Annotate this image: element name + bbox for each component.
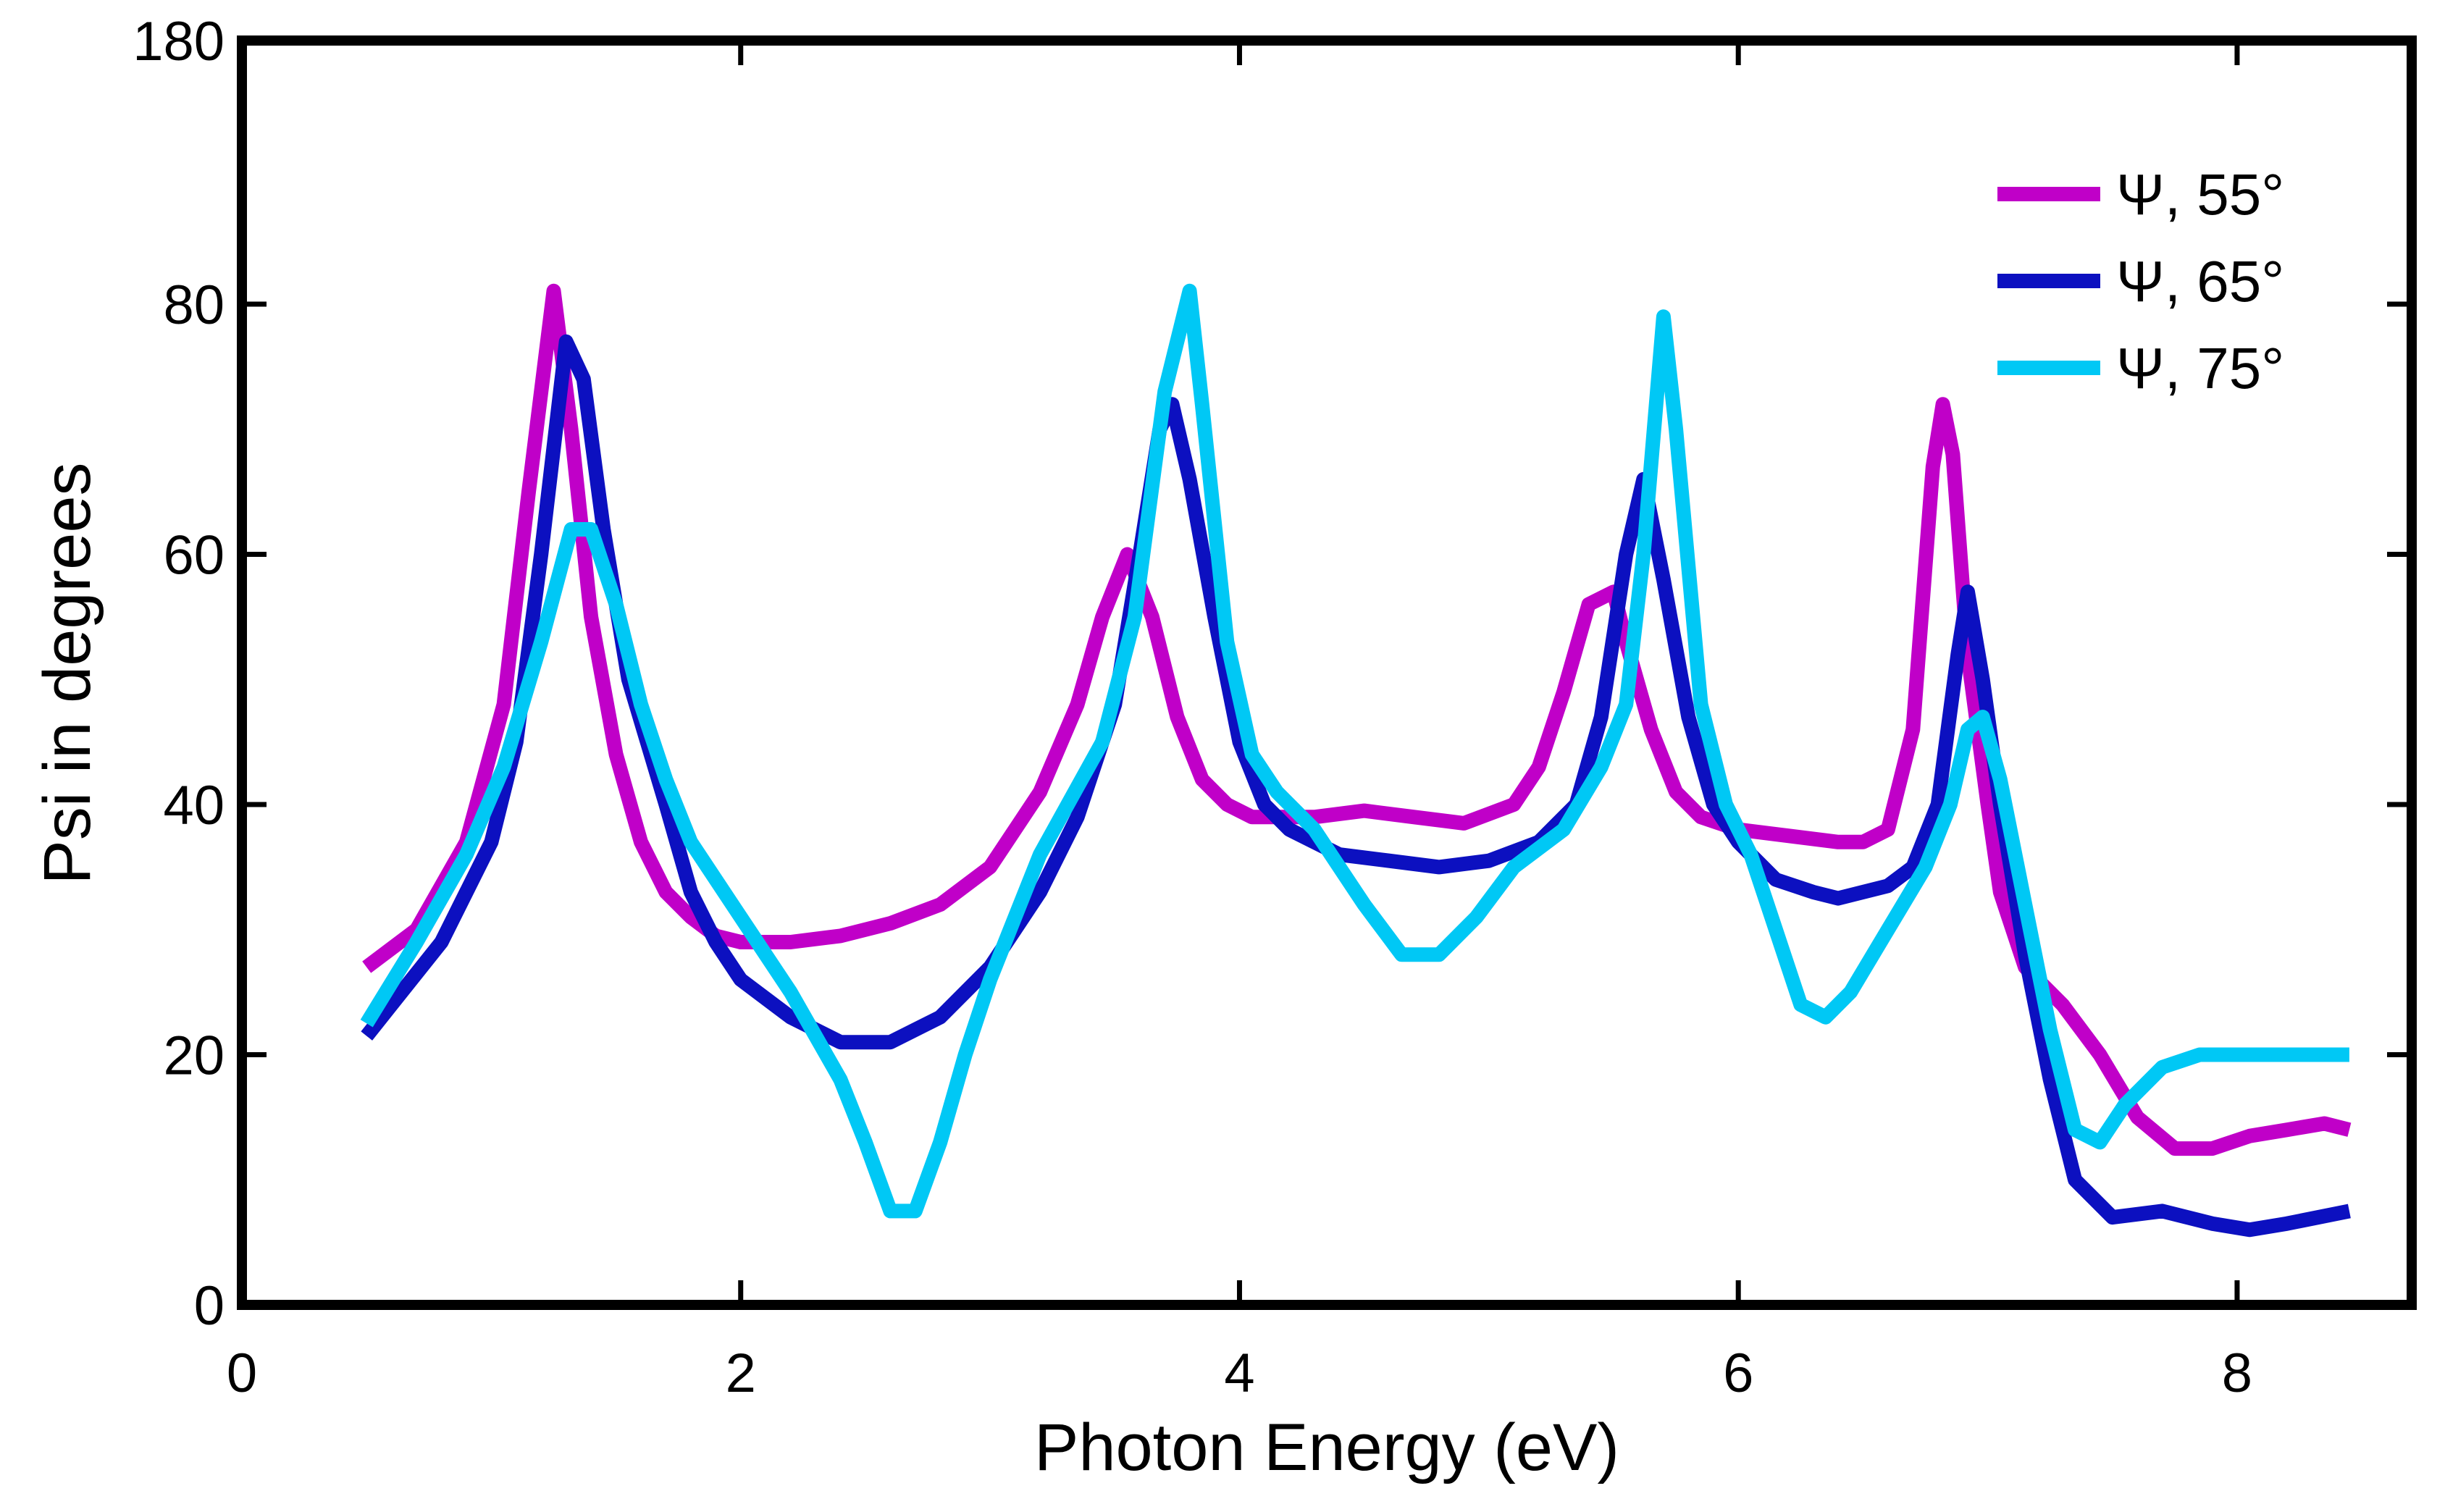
x-tick-label: 6 (1723, 1343, 1753, 1404)
legend-label: Ψ, 55° (2116, 162, 2284, 227)
x-tick-label: 4 (1224, 1343, 1254, 1404)
y-tick-label: 0 (194, 1275, 225, 1337)
y-tick-label: 60 (163, 525, 225, 587)
x-tick-label: 0 (227, 1343, 257, 1404)
ticks-layer (239, 38, 2412, 1308)
y-tick-label: 40 (163, 775, 225, 836)
legend-label: Ψ, 75° (2116, 336, 2284, 400)
plot-frame (237, 35, 2417, 1310)
series-line-2 (361, 334, 2351, 1238)
y-axis-title: Psi in degrees (30, 463, 104, 885)
x-tick-label: 8 (2222, 1343, 2252, 1404)
legend-label: Ψ, 65° (2116, 249, 2284, 314)
series-line-1 (362, 283, 2352, 1156)
y-tick-label: 180 (133, 11, 225, 72)
x-tick-label: 2 (726, 1343, 756, 1404)
legend: Ψ, 55° Ψ, 65° Ψ, 75° (1997, 162, 2284, 400)
series-line-3 (360, 283, 2349, 1219)
y-tick-label: 80 (163, 274, 225, 336)
series-layer (360, 283, 2352, 1238)
y-tick-label: 20 (163, 1025, 225, 1087)
x-axis-title: Photon Energy (eV) (1034, 1411, 1619, 1484)
